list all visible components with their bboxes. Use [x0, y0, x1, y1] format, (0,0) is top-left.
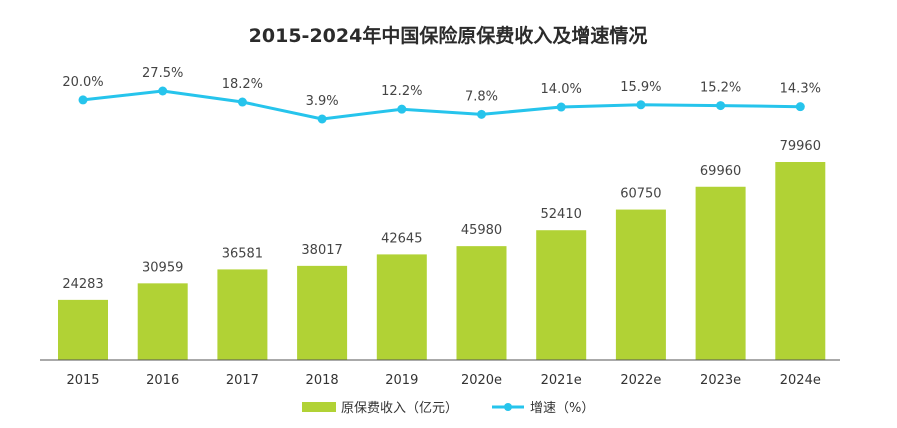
growth-point-2017 [237, 97, 247, 107]
x-tick-2023e: 2023e [700, 373, 741, 388]
chart-title: 2015-2024年中国保险原保费收入及增速情况 [249, 24, 648, 47]
bar-2018 [297, 265, 348, 360]
growth-point-2024e [795, 102, 805, 112]
legend-label-bar: 原保费收入（亿元） [341, 401, 458, 416]
bar-value-label-2022e: 60750 [620, 187, 661, 202]
growth-label-2018: 3.9% [306, 94, 339, 109]
x-tick-2020e: 2020e [461, 373, 502, 388]
bar-2020e [456, 246, 507, 360]
line-layer: 20.0% 27.5% 18.2% 3.9% 12.2% 7.8% 14.0% 15.9% 15… [62, 66, 821, 124]
x-tick-2022e: 2022e [620, 373, 661, 388]
x-tick-2016: 2016 [146, 373, 179, 388]
growth-label-2024e: 14.3% [780, 82, 821, 97]
x-tick-2018: 2018 [306, 373, 339, 388]
legend-swatch-bar [302, 402, 336, 412]
growth-point-2022e [636, 100, 646, 110]
x-tick-2019: 2019 [385, 373, 418, 388]
x-tick-2015: 2015 [66, 373, 99, 388]
growth-line [82, 89, 801, 121]
growth-label-2019: 12.2% [381, 84, 422, 99]
growth-label-2023e: 15.2% [700, 81, 741, 96]
bar-value-label-2023e: 69960 [700, 164, 741, 179]
bar-2017 [217, 269, 268, 360]
bar-2024e [775, 162, 826, 360]
legend: 原保费收入（亿元） 增速（%） [302, 401, 594, 416]
growth-point-2021e [556, 102, 566, 112]
growth-label-2021e: 14.0% [541, 82, 582, 97]
growth-label-2015: 20.0% [62, 75, 103, 90]
bar-value-label-2016: 30959 [142, 260, 183, 275]
x-tick-labels: 2015 2016 2017 2018 2019 2020e 2021e 2022e 2023e… [66, 373, 820, 388]
growth-point-2020e [477, 109, 486, 119]
x-tick-2021e: 2021e [541, 373, 582, 388]
growth-point-2015 [78, 95, 88, 105]
legend-label-line: 增速（%） [530, 401, 594, 416]
bar-value-label-2020e: 45980 [461, 223, 502, 238]
bar-value-label-2015: 24283 [62, 277, 103, 292]
bar-2016 [137, 283, 188, 360]
legend-swatch-marker [504, 403, 512, 411]
bar-value-label-2024e: 79960 [780, 139, 821, 154]
bar-value-label-2019: 42645 [381, 231, 422, 246]
bars-layer: 24283 30959 36581 38017 42645 45980 52410 60750… [58, 139, 826, 360]
bar-2023e [695, 186, 746, 360]
growth-label-2017: 18.2% [222, 77, 263, 92]
bar-2022e [615, 209, 666, 360]
growth-label-2020e: 7.8% [465, 89, 498, 104]
growth-point-2018 [317, 114, 327, 124]
bar-2021e [536, 230, 587, 360]
bar-value-label-2017: 36581 [222, 246, 263, 261]
legend-item-line: 增速（%） [492, 401, 594, 416]
x-tick-2017: 2017 [226, 373, 259, 388]
growth-point-2016 [158, 86, 168, 96]
bar-2019 [376, 254, 427, 360]
growth-point-2023e [716, 101, 726, 111]
legend-item-bar: 原保费收入（亿元） [302, 401, 458, 416]
growth-label-2022e: 15.9% [620, 80, 661, 95]
growth-label-2016: 27.5% [142, 66, 183, 81]
x-tick-2024e: 2024e [780, 373, 821, 388]
bar-value-label-2018: 38017 [301, 243, 342, 258]
bar-2015 [58, 299, 108, 360]
growth-point-2019 [397, 104, 407, 114]
bar-value-label-2021e: 52410 [541, 207, 582, 222]
